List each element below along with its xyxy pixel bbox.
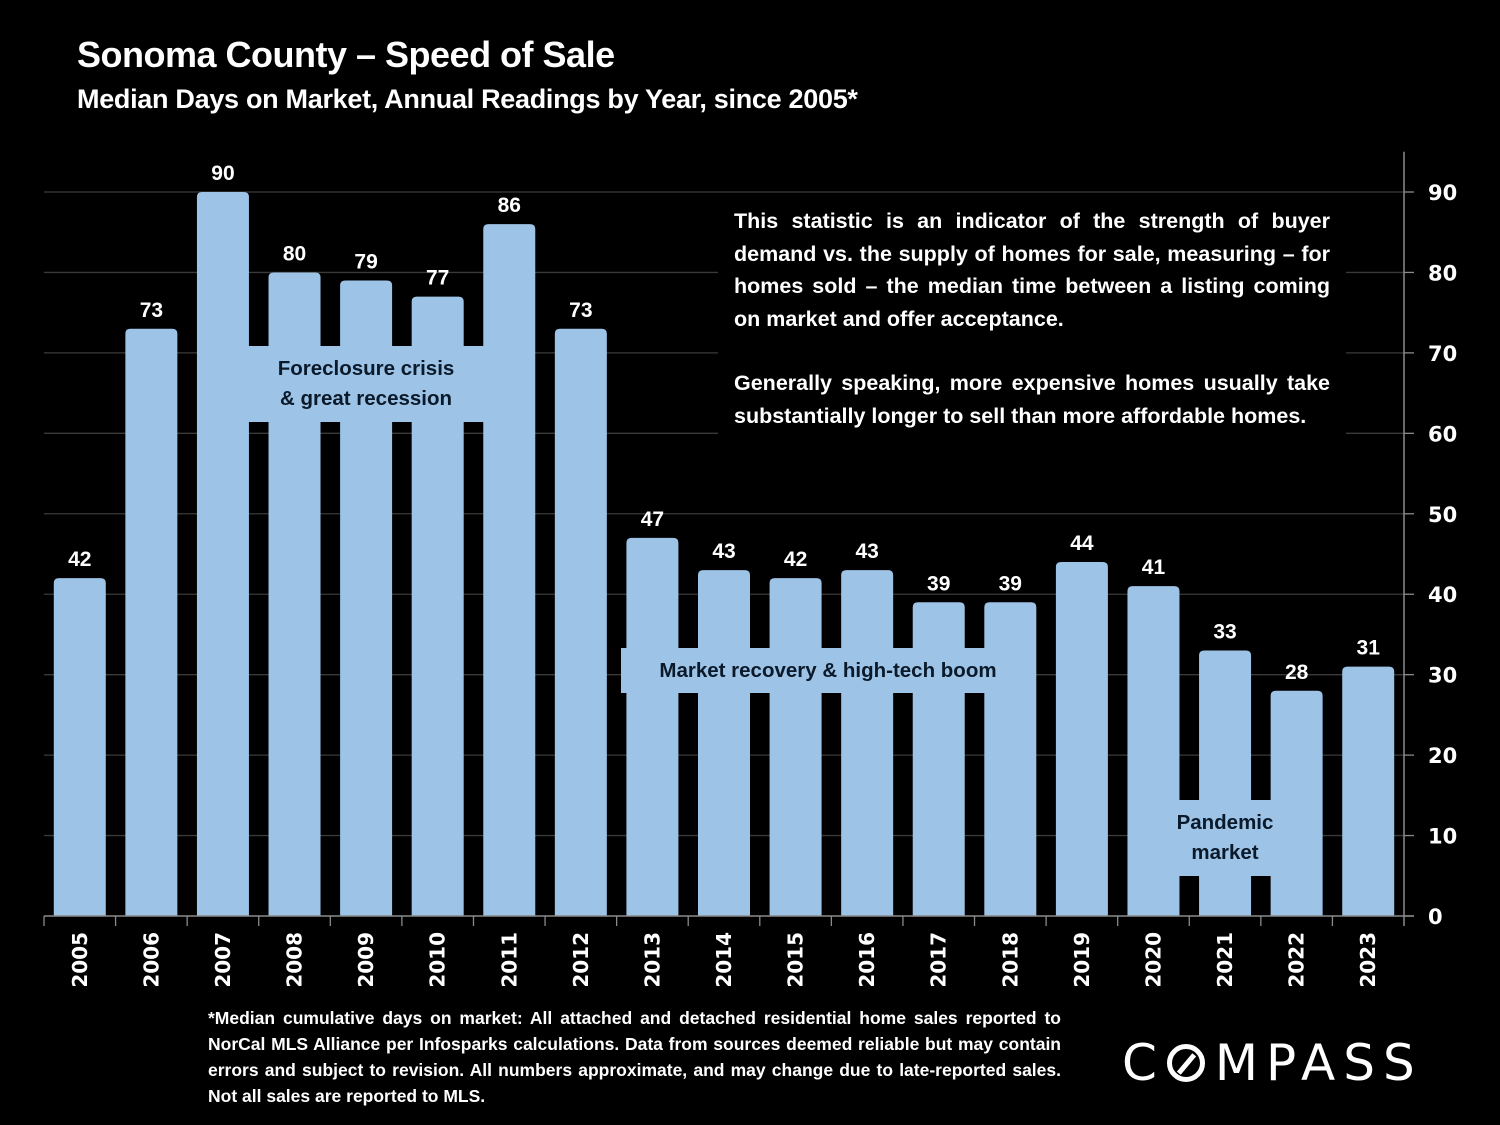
y-tick-label: 0 <box>1428 905 1443 929</box>
x-tick-label-2015: 2015 <box>784 932 808 988</box>
x-tick-label-2010: 2010 <box>426 932 450 988</box>
bar-2021 <box>1199 650 1252 916</box>
y-tick-label: 10 <box>1428 825 1457 849</box>
bar-2008 <box>268 272 321 916</box>
x-tick-label-2013: 2013 <box>640 932 664 988</box>
description-paragraph-1: This statistic is an indicator of the st… <box>734 209 1330 331</box>
compass-o-icon <box>1166 1044 1205 1082</box>
annotation-line: Pandemic <box>1176 811 1274 834</box>
data-label-2013: 47 <box>641 508 664 531</box>
bar-2011 <box>483 224 536 916</box>
data-label-2021: 33 <box>1213 621 1236 644</box>
bar-2010 <box>411 296 464 917</box>
bar-2020 <box>1127 586 1180 916</box>
x-tick-label-2017: 2017 <box>927 932 951 988</box>
x-tick-label-2006: 2006 <box>139 932 163 988</box>
compass-logo: C MPASS <box>1122 1034 1423 1092</box>
bar-2007 <box>196 192 249 916</box>
annotation-pandemic-market: Pandemic market <box>1172 800 1278 876</box>
data-label-2008: 80 <box>283 242 306 265</box>
data-label-2012: 73 <box>569 299 592 322</box>
annotation-market-recovery: Market recovery & high-tech boom <box>621 648 1035 693</box>
bar-2012 <box>554 328 607 916</box>
y-tick-label: 80 <box>1428 261 1457 285</box>
annotation-line: & great recession <box>279 387 453 410</box>
y-tick-label: 30 <box>1428 664 1457 688</box>
data-label-2022: 28 <box>1285 661 1309 684</box>
x-tick-label-2005: 2005 <box>68 932 92 988</box>
x-tick-label-2019: 2019 <box>1070 932 1094 988</box>
bar-2015 <box>769 578 822 916</box>
x-tick-label-2008: 2008 <box>283 932 307 988</box>
y-tick-label: 20 <box>1428 744 1457 768</box>
logo-suffix: MPASS <box>1214 1034 1423 1092</box>
chart-subtitle: Median Days on Market, Annual Readings b… <box>77 84 858 114</box>
data-labels: 42 73 90 80 79 77 86 73 47 43 42 43 39 39 44 41 33 28 31 <box>68 162 1380 684</box>
description-text: This statistic is an indicator of the st… <box>734 205 1330 464</box>
data-label-2006: 73 <box>140 299 163 322</box>
annotation-foreclosure-crisis: Foreclosure crisis & great recession <box>248 346 484 422</box>
x-tick-label-2023: 2023 <box>1356 932 1380 988</box>
bar-2022 <box>1270 690 1323 916</box>
y-tick-label: 50 <box>1428 503 1457 527</box>
x-tick-label-2016: 2016 <box>855 932 879 988</box>
data-label-2011: 86 <box>498 194 521 217</box>
data-label-2010: 77 <box>426 267 449 290</box>
chart-title: Sonoma County – Speed of Sale <box>77 34 615 75</box>
x-tick-label-2020: 2020 <box>1141 932 1165 988</box>
bar-2005 <box>53 578 106 916</box>
description-paragraph-2: Generally speaking, more expensive homes… <box>734 371 1330 428</box>
x-tick-label-2021: 2021 <box>1213 932 1237 988</box>
axes <box>43 151 1414 926</box>
data-label-2016: 43 <box>855 540 878 563</box>
footnote: *Median cumulative days on market: All a… <box>208 1008 1061 1106</box>
data-label-2014: 43 <box>712 540 735 563</box>
data-label-2005: 42 <box>68 548 91 571</box>
bar-2009 <box>340 280 393 916</box>
y-tick-labels: 0 10 20 30 40 50 60 70 80 90 <box>1428 181 1457 929</box>
y-tick-label: 40 <box>1428 583 1457 607</box>
x-tick-label-2011: 2011 <box>497 932 521 988</box>
x-tick-labels: 2005 2006 2007 2008 2009 2010 2011 2012 2013 2014… <box>68 932 1380 988</box>
bar-2014 <box>698 570 750 916</box>
bar-2013 <box>626 537 679 916</box>
logo-prefix: C <box>1122 1034 1165 1092</box>
bar-2023 <box>1342 666 1395 916</box>
y-tick-label: 60 <box>1428 422 1457 446</box>
x-tick-label-2012: 2012 <box>569 932 593 988</box>
annotation-line: Foreclosure crisis <box>277 357 455 380</box>
y-tick-label: 70 <box>1428 342 1457 366</box>
data-label-2015: 42 <box>784 548 807 571</box>
data-label-2023: 31 <box>1357 637 1381 660</box>
data-label-2018: 39 <box>999 572 1022 595</box>
data-label-2020: 41 <box>1142 556 1166 579</box>
x-tick-label-2014: 2014 <box>712 932 736 988</box>
bar-2016 <box>841 570 894 916</box>
bar-2019 <box>1055 562 1108 916</box>
annotation-line: market <box>1191 841 1259 864</box>
x-tick-label-2009: 2009 <box>354 932 378 988</box>
data-label-2017: 39 <box>927 572 950 595</box>
data-label-2019: 44 <box>1070 532 1094 555</box>
annotation-line: Market recovery & high-tech boom <box>659 658 997 682</box>
bar-2006 <box>125 328 178 916</box>
x-tick-label-2018: 2018 <box>998 932 1022 988</box>
x-tick-label-2007: 2007 <box>211 932 235 988</box>
x-tick-label-2022: 2022 <box>1285 932 1309 988</box>
data-label-2009: 79 <box>354 250 377 273</box>
data-label-2007: 90 <box>211 162 234 185</box>
y-tick-label: 90 <box>1428 181 1457 205</box>
